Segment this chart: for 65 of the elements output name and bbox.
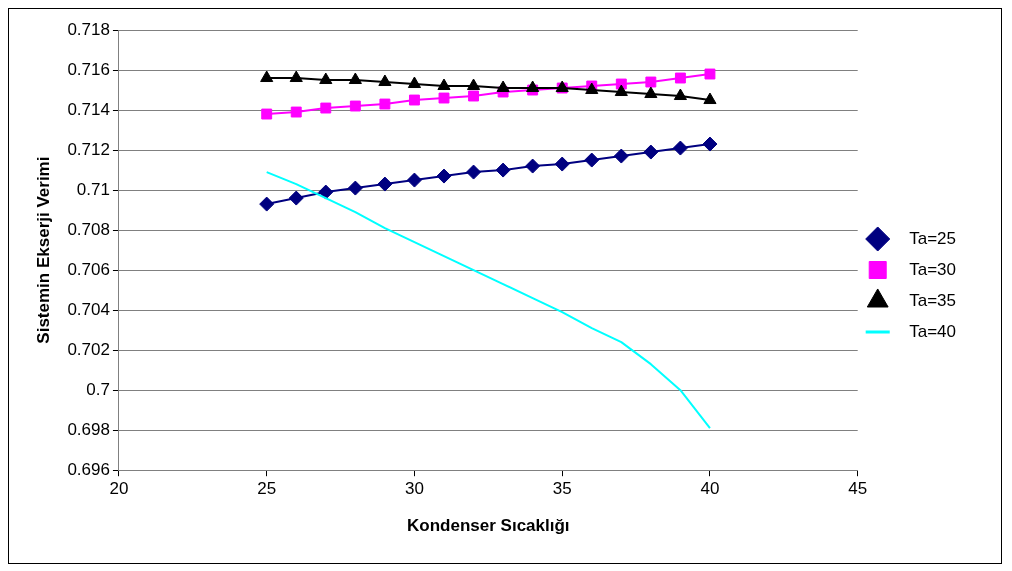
point: [644, 86, 658, 99]
y-tick-label: 0.7: [86, 379, 110, 399]
point: [703, 92, 717, 105]
point: [466, 78, 481, 91]
point: [466, 164, 482, 180]
x-tick-label: 40: [700, 479, 720, 499]
point: [377, 176, 393, 192]
point: [409, 94, 420, 106]
point: [349, 100, 361, 112]
point: [379, 98, 391, 110]
y-tick-label: 0.706: [67, 259, 110, 279]
y-tick-label: 0.716: [67, 59, 110, 79]
point: [318, 184, 334, 200]
point: [496, 80, 510, 93]
y-tick-label: 0.704: [67, 299, 110, 319]
point: [438, 92, 450, 104]
legend-label: Ta=35: [892, 290, 991, 310]
legend-label: Ta=30: [892, 259, 991, 279]
y-tick-label: 0.698: [67, 419, 110, 439]
point: [645, 76, 657, 88]
y-tick-label: 0.702: [67, 339, 110, 359]
point: [554, 156, 570, 172]
point: [290, 106, 302, 118]
y-tick-label: 0.714: [67, 99, 110, 119]
point: [495, 162, 511, 178]
x-tick-label: 45: [848, 479, 868, 499]
legend-label: Ta=25: [892, 228, 991, 248]
legend-label: Ta=40: [892, 321, 991, 341]
point: [436, 168, 452, 184]
x-tick-label: 20: [109, 479, 129, 499]
point: [406, 172, 422, 188]
point: [437, 78, 451, 91]
point: [288, 190, 304, 206]
point: [289, 70, 303, 83]
point: [674, 72, 686, 84]
y-tick-label: 0.718: [67, 19, 110, 39]
point: [526, 80, 540, 93]
y-tick-label: 0.708: [67, 219, 110, 239]
point: [525, 158, 541, 174]
x-axis-title: Kondenser Sıcaklığı: [407, 516, 570, 536]
point: [348, 72, 362, 85]
point: [259, 196, 275, 212]
x-tick-label: 35: [552, 479, 572, 499]
point: [614, 84, 628, 97]
y-tick-label: 0.712: [67, 139, 110, 159]
point: [468, 90, 479, 102]
point: [261, 108, 273, 120]
point: [407, 76, 422, 89]
y-tick-label: 0.71: [76, 179, 110, 199]
point: [643, 144, 659, 160]
point: [704, 68, 716, 80]
x-tick-label: 30: [404, 479, 424, 499]
point: [260, 70, 274, 83]
point: [584, 152, 600, 168]
x-tick-label: 25: [257, 479, 277, 499]
point: [319, 72, 333, 85]
y-axis-title: Sistemin Ekserji Verimi: [33, 156, 53, 344]
point: [347, 180, 363, 196]
point: [320, 102, 332, 114]
point: [613, 148, 629, 164]
point: [378, 74, 392, 87]
point: [702, 136, 718, 152]
point: [673, 88, 687, 101]
point: [672, 140, 688, 156]
y-tick-label: 0.696: [67, 459, 110, 479]
